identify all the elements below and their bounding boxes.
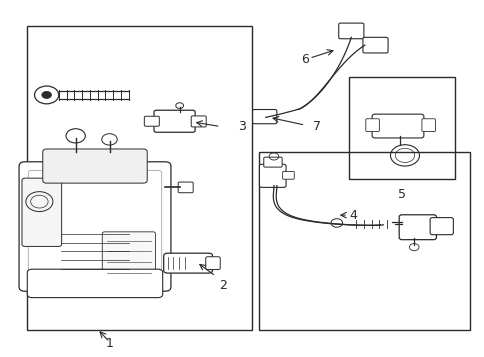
FancyBboxPatch shape [398,215,436,240]
FancyBboxPatch shape [28,170,161,283]
FancyBboxPatch shape [43,149,147,183]
FancyBboxPatch shape [191,116,206,127]
Bar [27,26,252,330]
Circle shape [42,91,51,99]
Text: 1: 1 [106,337,113,350]
Text: 4: 4 [349,209,357,222]
FancyBboxPatch shape [163,253,212,273]
FancyBboxPatch shape [421,119,435,132]
Text: 3: 3 [238,120,246,134]
FancyBboxPatch shape [178,182,193,193]
FancyBboxPatch shape [259,164,286,187]
Text: 2: 2 [219,279,227,292]
FancyBboxPatch shape [429,218,453,235]
FancyBboxPatch shape [102,232,155,282]
FancyBboxPatch shape [19,162,170,291]
FancyBboxPatch shape [154,110,195,132]
FancyBboxPatch shape [282,171,294,179]
FancyBboxPatch shape [365,119,378,132]
FancyBboxPatch shape [362,37,387,53]
Bar [348,77,454,178]
FancyBboxPatch shape [27,269,162,298]
FancyBboxPatch shape [252,110,276,124]
FancyBboxPatch shape [263,157,282,167]
FancyBboxPatch shape [144,116,159,126]
FancyBboxPatch shape [338,23,363,39]
Text: 6: 6 [301,53,309,66]
FancyBboxPatch shape [22,178,61,246]
Text: 7: 7 [313,120,321,134]
FancyBboxPatch shape [371,114,423,138]
FancyBboxPatch shape [205,257,220,270]
Bar [259,152,469,330]
Text: 5: 5 [397,188,405,201]
